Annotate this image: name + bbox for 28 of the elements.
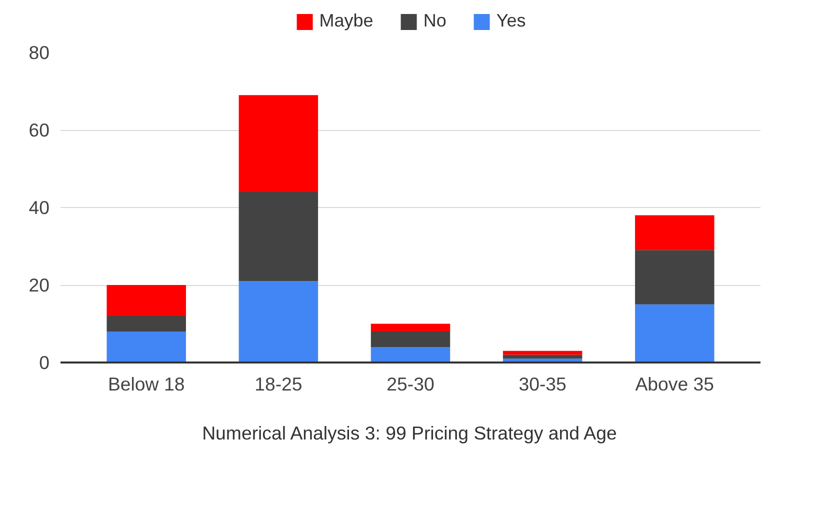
bar [238,95,318,192]
y-tick-label: 40 [28,197,50,218]
x-tick-label: Above 35 [635,374,714,394]
bar [238,281,318,362]
bar [502,350,582,355]
x-tick-label: 18-25 [254,374,302,394]
bar [370,332,450,347]
x-tick-label: 25-30 [386,374,434,394]
legend-label: Maybe [319,10,374,32]
bar [370,324,450,332]
bar [635,304,714,362]
y-tick-label: 20 [28,274,50,296]
legend-label: No [423,10,446,32]
y-tick-label: 0 [39,352,50,373]
bar [635,250,714,304]
bar [106,316,186,332]
bar [635,215,714,250]
bar [106,285,186,316]
bar [106,332,186,362]
y-tick-label: 60 [28,120,50,140]
legend-label: Yes [496,10,526,32]
x-tick-label: Below 18 [108,374,185,394]
x-tick-label: 30-35 [518,374,566,394]
bar [370,347,450,362]
bar [238,192,318,282]
x-axis-title: Numerical Analysis 3: 99 Pricing Strategy and Age [202,422,617,444]
bar [502,354,582,359]
y-tick-label: 80 [28,42,50,63]
